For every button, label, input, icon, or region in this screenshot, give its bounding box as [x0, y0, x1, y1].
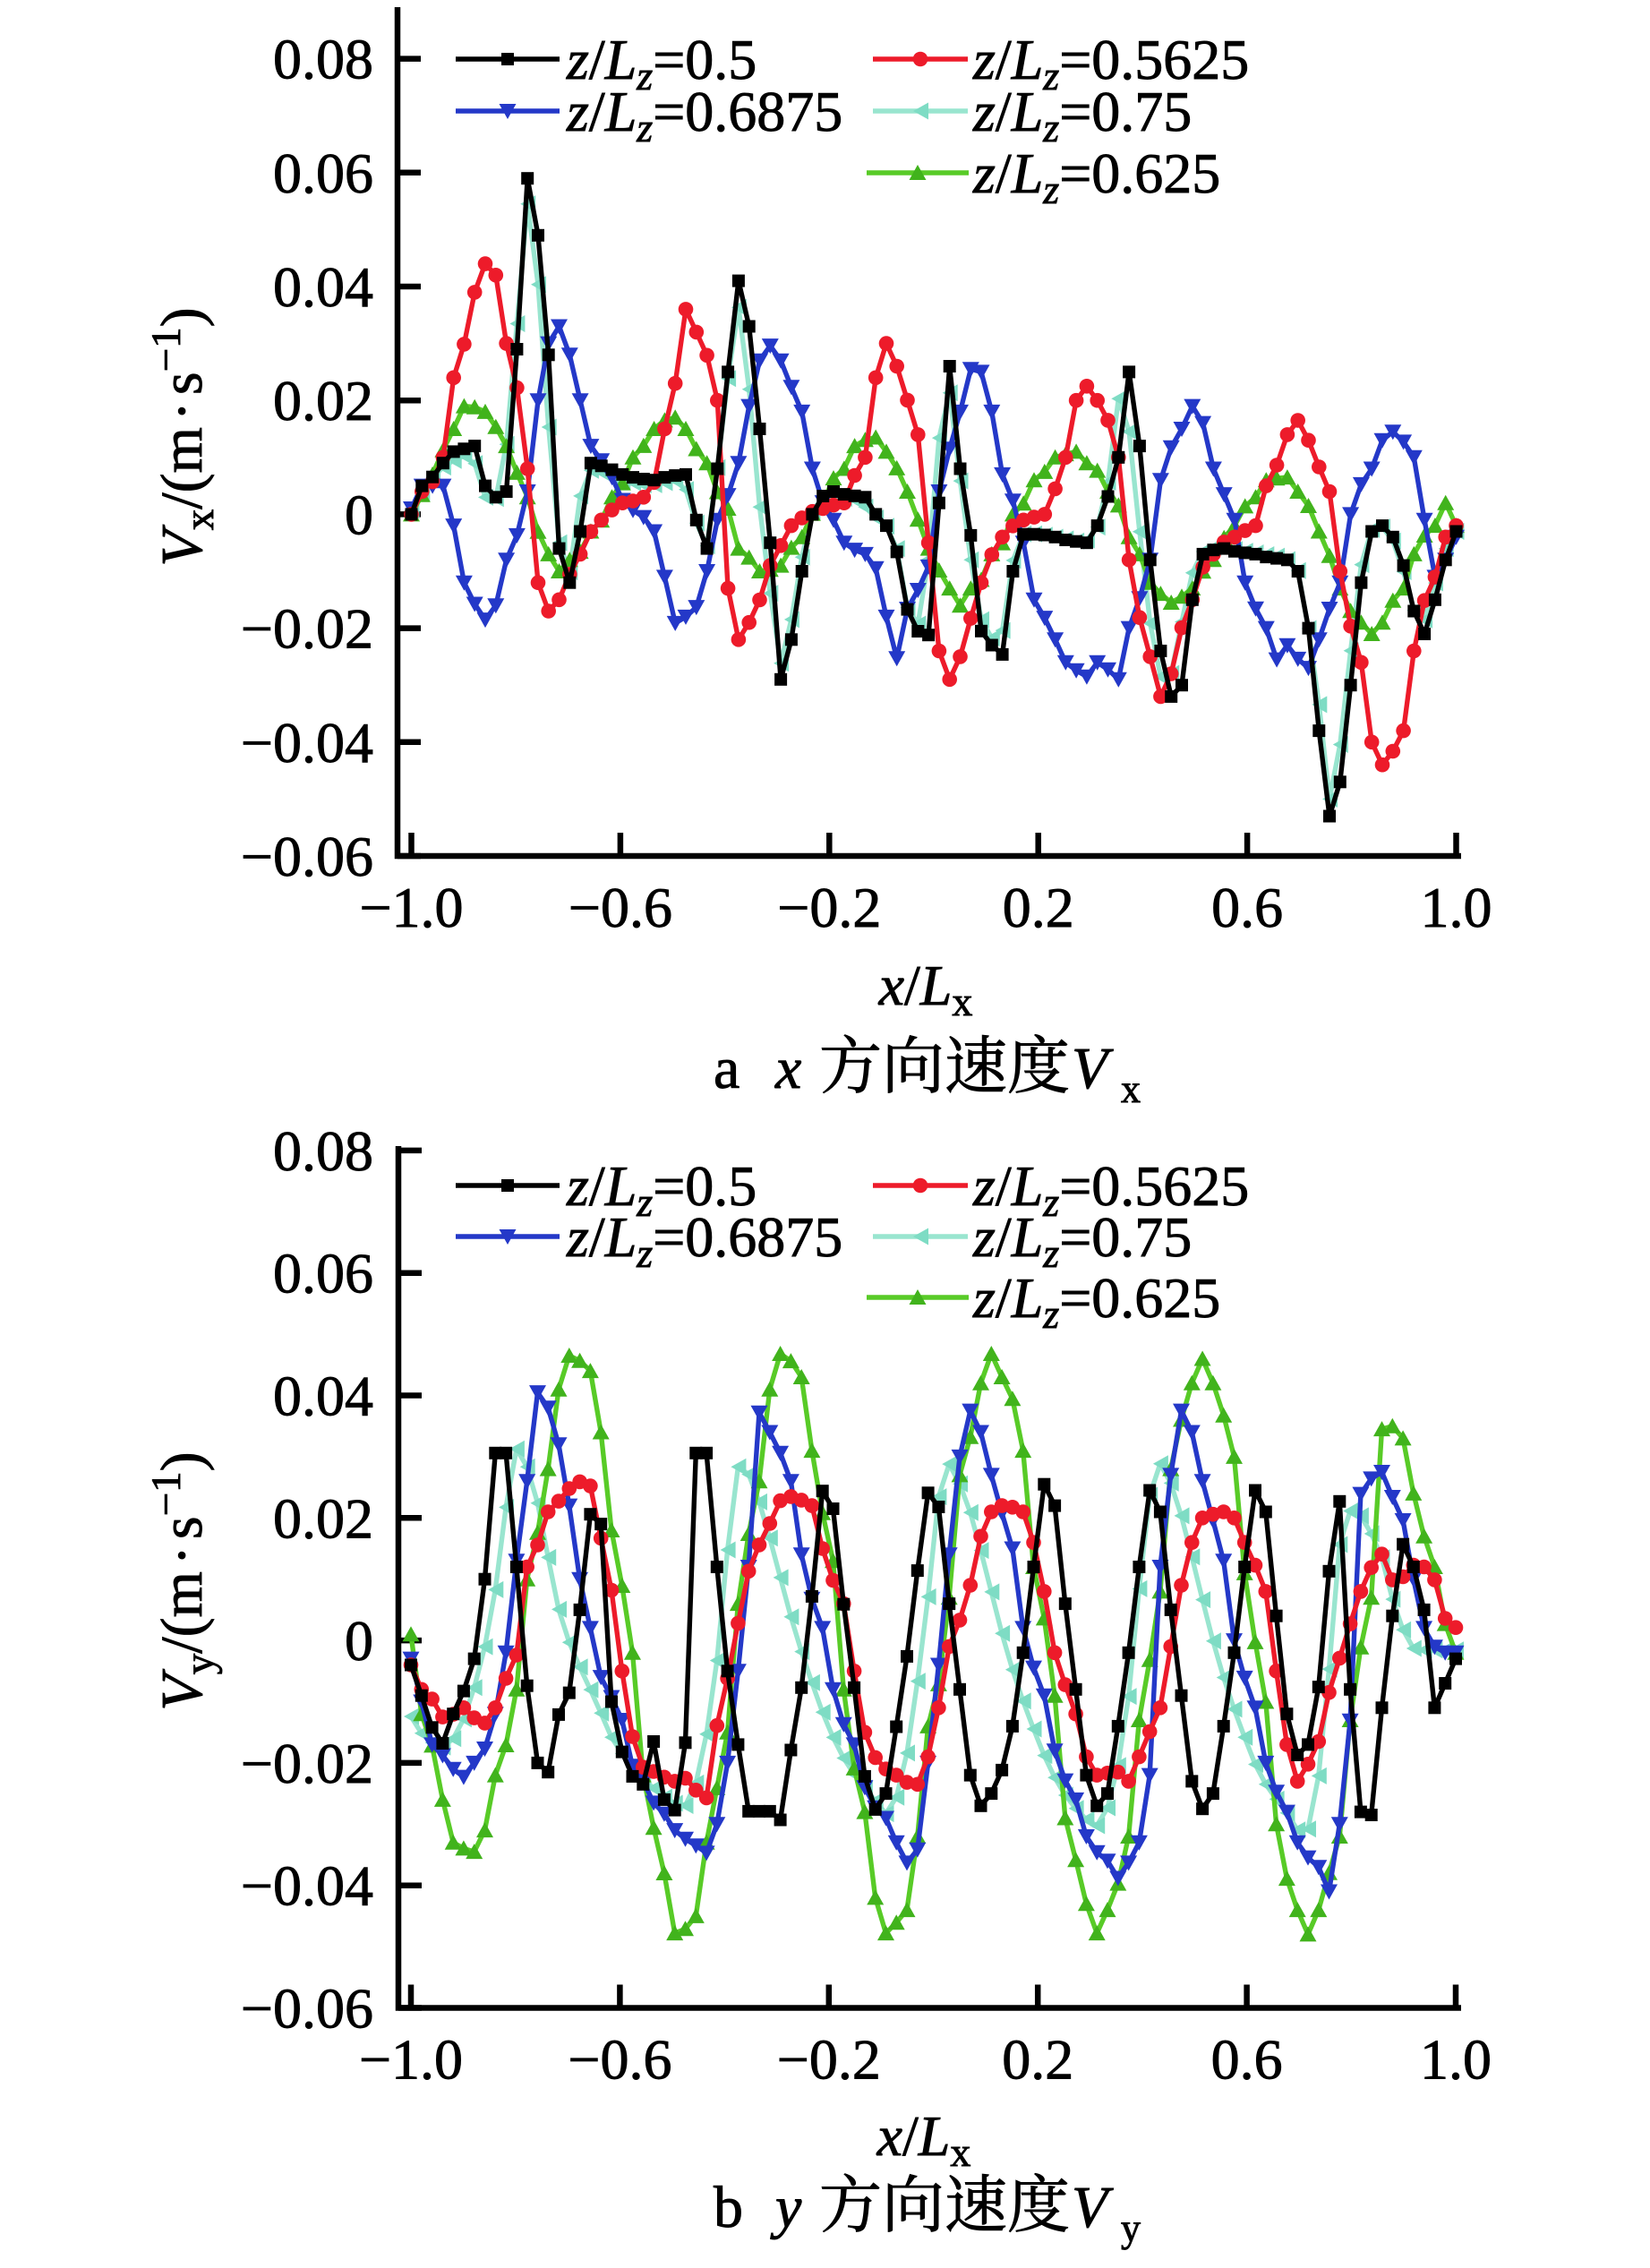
- svg-text:x: x: [1121, 1067, 1141, 1111]
- svg-text:x/Lx: x/Lx: [876, 2104, 971, 2175]
- svg-text:−0.6: −0.6: [568, 2028, 671, 2092]
- svg-text:x/Lx: x/Lx: [878, 954, 973, 1024]
- svg-text:a: a: [714, 1036, 740, 1101]
- svg-text:Vy/(m·s−1): Vy/(m·s−1): [143, 1451, 223, 1710]
- svg-text:0.08: 0.08: [273, 28, 373, 91]
- svg-text:0.02: 0.02: [273, 369, 373, 432]
- svg-text:z/Lz=0.5625: z/Lz=0.5625: [972, 28, 1249, 98]
- svg-text:z/Lz=0.6875: z/Lz=0.6875: [566, 1205, 842, 1276]
- svg-text:−1.0: −1.0: [359, 2028, 463, 2092]
- svg-text:x: x: [774, 1036, 801, 1101]
- svg-text:0.04: 0.04: [273, 1365, 373, 1428]
- svg-text:z/Lz=0.5: z/Lz=0.5: [566, 28, 757, 98]
- svg-text:0.6: 0.6: [1211, 2028, 1283, 2092]
- svg-text:y: y: [1121, 2206, 1141, 2250]
- svg-text:z/Lz=0.75: z/Lz=0.75: [972, 80, 1192, 150]
- svg-text:0.6: 0.6: [1211, 876, 1283, 939]
- svg-text:−0.02: −0.02: [241, 597, 373, 661]
- svg-text:−0.6: −0.6: [569, 876, 672, 939]
- svg-text:0.02: 0.02: [273, 1486, 373, 1550]
- svg-text:0: 0: [345, 483, 373, 546]
- svg-text:b: b: [714, 2175, 743, 2240]
- svg-text:1.0: 1.0: [1420, 2028, 1492, 2092]
- svg-text:z/Lz=0.5: z/Lz=0.5: [566, 1154, 757, 1225]
- svg-text:−0.04: −0.04: [241, 711, 373, 775]
- svg-text:−0.2: −0.2: [777, 876, 881, 939]
- svg-text:z/Lz=0.6875: z/Lz=0.6875: [566, 80, 842, 150]
- svg-text:−0.2: −0.2: [777, 2028, 881, 2092]
- svg-text:−0.06: −0.06: [241, 825, 373, 888]
- svg-text:0.08: 0.08: [273, 1119, 373, 1183]
- svg-text:y: y: [770, 2175, 802, 2240]
- svg-text:0.2: 0.2: [1003, 876, 1074, 939]
- svg-text:z/Lz=0.625: z/Lz=0.625: [972, 141, 1220, 212]
- svg-text:0.06: 0.06: [273, 1242, 373, 1305]
- svg-text:−0.04: −0.04: [241, 1854, 373, 1918]
- svg-text:z/Lz=0.75: z/Lz=0.75: [972, 1205, 1192, 1276]
- svg-text:−1.0: −1.0: [359, 876, 463, 939]
- svg-text:0: 0: [345, 1609, 373, 1673]
- svg-text:z/Lz=0.625: z/Lz=0.625: [972, 1266, 1220, 1337]
- svg-text:1.0: 1.0: [1421, 876, 1492, 939]
- svg-text:Vx/(m·s−1): Vx/(m·s−1): [143, 307, 223, 566]
- svg-text:−0.06: −0.06: [241, 1977, 373, 2041]
- svg-text:z/Lz=0.5625: z/Lz=0.5625: [972, 1154, 1249, 1225]
- svg-text:0.2: 0.2: [1002, 2028, 1073, 2092]
- svg-text:V: V: [1072, 1036, 1114, 1101]
- svg-text:−0.02: −0.02: [241, 1732, 373, 1795]
- svg-text:0.06: 0.06: [273, 141, 373, 205]
- svg-text:0.04: 0.04: [273, 255, 373, 319]
- svg-text:V: V: [1072, 2175, 1114, 2240]
